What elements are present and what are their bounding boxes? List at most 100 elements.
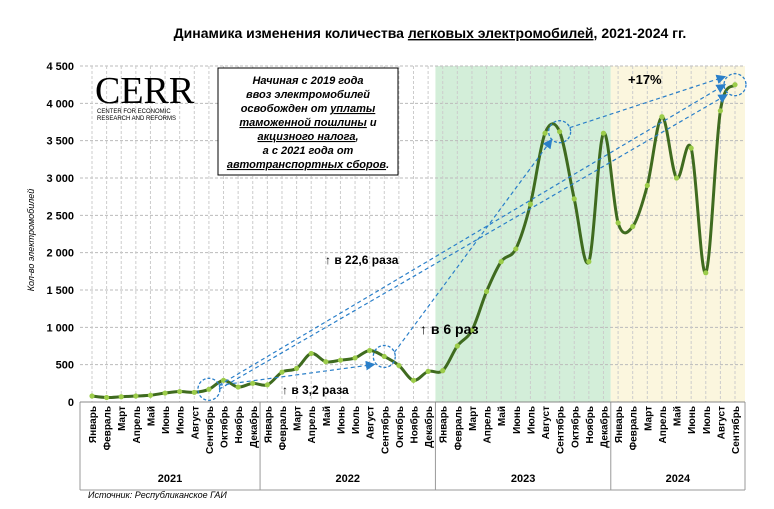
- note-segment: Начиная с 2019 года: [252, 75, 363, 87]
- annotation: ↑ в 22,6 раза: [325, 253, 399, 267]
- x-tick-label: Март: [468, 406, 479, 431]
- arrow: [218, 360, 376, 386]
- x-tick-label: Март: [117, 406, 128, 431]
- y-tick-label: 0: [68, 397, 74, 409]
- point: [323, 359, 329, 365]
- y-tick-label: 1 500: [46, 285, 74, 297]
- note-segment: и: [367, 117, 377, 129]
- chart-title: Динамика изменения количества легковых э…: [174, 25, 687, 41]
- y-tick-label: 2 000: [46, 248, 74, 260]
- x-tick-label: Февраль: [629, 406, 640, 450]
- x-tick-label: Август: [366, 406, 377, 439]
- x-tick-label: Январь: [88, 406, 99, 443]
- point: [673, 175, 680, 181]
- note-segment: акцизного налога: [257, 131, 355, 143]
- point: [454, 343, 460, 349]
- point: [600, 130, 607, 136]
- point: [513, 246, 519, 252]
- note-line: автотранспортных сборов.: [227, 159, 389, 171]
- point: [498, 259, 504, 265]
- x-tick-label: Август: [190, 406, 201, 439]
- year-label: 2021: [158, 473, 182, 485]
- point: [571, 196, 577, 202]
- note-line: освобожден от уплаты: [241, 103, 376, 115]
- point: [586, 259, 592, 265]
- point: [147, 392, 154, 398]
- x-tick-label: Июнь: [687, 406, 698, 434]
- x-tick-label: Апрель: [132, 406, 143, 443]
- x-tick-label: Июнь: [161, 406, 172, 434]
- year-label: 2024: [666, 473, 691, 485]
- point: [688, 145, 694, 151]
- point: [717, 108, 723, 114]
- x-tick-label: Январь: [614, 406, 625, 443]
- point: [279, 369, 285, 375]
- x-tick-label: Октябрь: [219, 406, 231, 448]
- point: [425, 368, 431, 374]
- x-tick-label: Июль: [702, 406, 713, 434]
- x-tick-label: Январь: [439, 406, 450, 443]
- point: [104, 394, 110, 401]
- point: [177, 388, 183, 395]
- logo-sub: CENTER FOR ECONOMIC: [97, 109, 171, 115]
- point: [133, 393, 139, 399]
- x-tick-label: Май: [146, 406, 157, 426]
- y-axis-label: Кол-во электромобилей: [26, 189, 36, 292]
- point: [264, 382, 270, 388]
- point: [381, 353, 387, 360]
- arrow: [569, 74, 727, 129]
- point: [630, 223, 636, 230]
- x-tick-label: Июль: [351, 406, 362, 434]
- note-segment: освобожден от: [241, 103, 331, 115]
- note-box: [217, 67, 399, 176]
- point: [732, 82, 738, 88]
- point: [235, 384, 241, 390]
- x-tick-label: Март: [293, 406, 304, 431]
- x-tick-label: Июнь: [512, 406, 523, 434]
- x-tick-label: Май: [497, 406, 508, 426]
- title-part: легковых электромобилей: [408, 25, 594, 41]
- x-tick-label: Июнь: [336, 406, 347, 434]
- y-tick-label: 4 500: [46, 61, 74, 73]
- x-tick-label: Апрель: [307, 406, 318, 443]
- note-segment: уплаты: [329, 103, 376, 115]
- y-tick-label: 4 000: [46, 98, 74, 110]
- annotation: ↑ в 3,2 раза: [282, 383, 349, 397]
- point: [615, 220, 621, 226]
- x-tick-label: Январь: [263, 406, 274, 443]
- note-line: ввоз электромобилей: [246, 89, 370, 101]
- x-tick-label: Сентябрь: [379, 406, 391, 454]
- y-tick-label: 3 000: [46, 173, 74, 185]
- logo-sub: RESEARCH AND REFORMS: [97, 116, 176, 122]
- x-tick-label: Февраль: [278, 406, 289, 450]
- point: [191, 389, 197, 395]
- title-part: Динамика изменения количества: [174, 25, 408, 41]
- x-tick-label: Ноябрь: [233, 406, 245, 443]
- point: [352, 355, 358, 361]
- x-tick-label: Апрель: [483, 406, 494, 443]
- x-tick-label: Сентябрь: [555, 406, 567, 454]
- x-tick-label: Июль: [176, 406, 187, 434]
- annotation: +17%: [628, 72, 662, 87]
- y-tick-label: 500: [56, 360, 74, 372]
- x-tick-label: Ноябрь: [584, 406, 596, 443]
- x-tick-label: Декабрь: [423, 406, 435, 448]
- highlight-circle: [723, 73, 747, 97]
- x-tick-label: Март: [643, 406, 654, 431]
- annotation: ↑ в 6 раз: [420, 321, 479, 337]
- x-tick-label: Октябрь: [569, 406, 581, 448]
- point: [440, 368, 446, 374]
- point: [542, 130, 548, 136]
- x-tick-label: Октябрь: [394, 406, 406, 448]
- y-tick-label: 2 500: [46, 210, 74, 222]
- point: [557, 129, 563, 135]
- point: [89, 393, 95, 399]
- x-tick-label: Ноябрь: [409, 406, 421, 443]
- x-tick-label: Апрель: [658, 406, 669, 443]
- point: [410, 377, 417, 383]
- logo: CERR: [95, 70, 195, 112]
- point: [118, 394, 124, 400]
- point: [703, 270, 709, 276]
- point: [337, 357, 344, 363]
